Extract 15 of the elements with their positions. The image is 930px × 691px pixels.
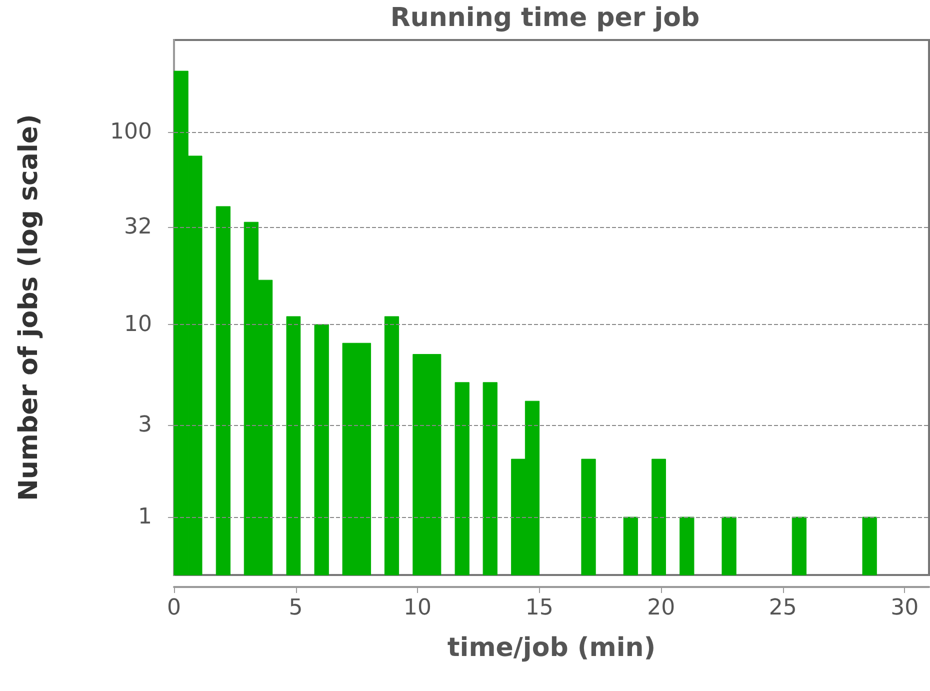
y-tick-label: 32 bbox=[124, 214, 152, 240]
y-axis-title: Number of jobs (log scale) bbox=[14, 114, 44, 501]
x-tick-label: 20 bbox=[647, 596, 676, 620]
x-tick-label: 30 bbox=[890, 596, 919, 620]
x-axis-title: time/job (min) bbox=[447, 633, 656, 663]
x-tick-label: 0 bbox=[167, 596, 181, 620]
y-tick-label: 3 bbox=[138, 412, 152, 438]
y-tick-label: 10 bbox=[124, 312, 152, 337]
y-tick-label: 100 bbox=[110, 119, 152, 144]
x-tick-label: 15 bbox=[525, 596, 554, 620]
x-tick-label: 25 bbox=[768, 596, 797, 620]
y-tick-label: 1 bbox=[138, 504, 152, 530]
chart-title: Running time per job bbox=[390, 3, 700, 33]
x-tick-label: 10 bbox=[404, 596, 432, 620]
x-tick-label: 5 bbox=[288, 596, 303, 620]
